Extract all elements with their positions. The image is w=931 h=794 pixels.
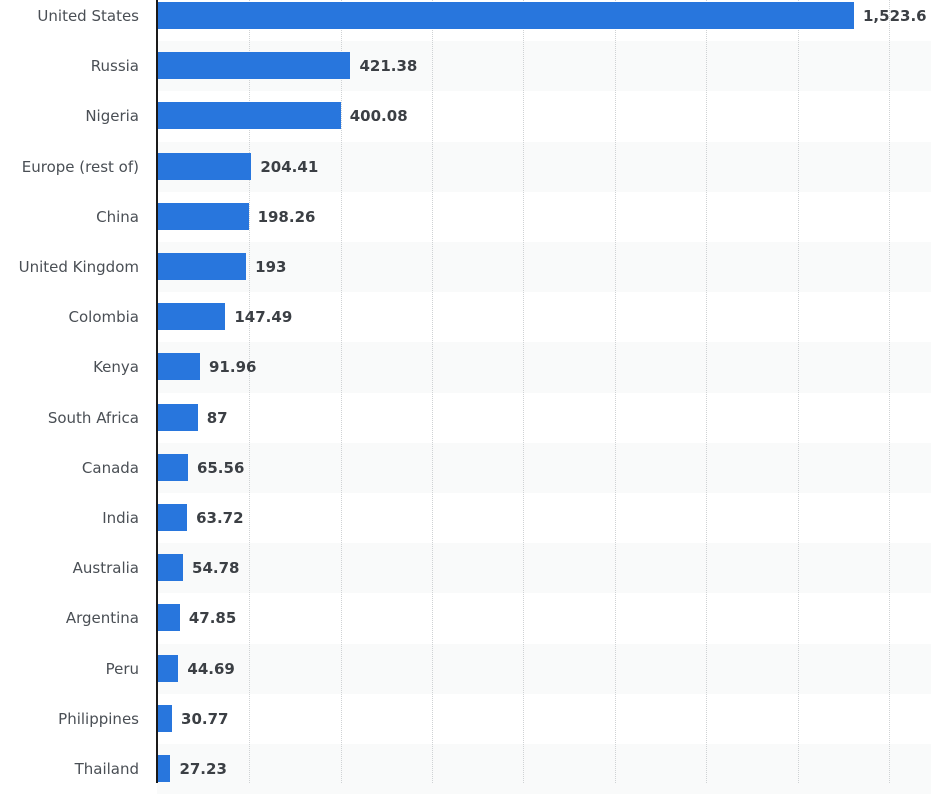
value-label: 63.72 [196, 509, 244, 527]
row-background [157, 643, 931, 694]
value-label: 65.56 [196, 458, 245, 477]
gridline [889, 0, 890, 783]
category-label: Philippines [58, 709, 139, 728]
bar[interactable] [158, 755, 171, 782]
row-background [157, 393, 931, 443]
category-label: Nigeria [85, 107, 139, 126]
value-label: 193 [255, 258, 287, 276]
row-background [157, 242, 931, 293]
bar[interactable] [158, 704, 173, 732]
bar[interactable] [158, 2, 854, 29]
row-background [157, 593, 931, 643]
row-background [157, 744, 931, 794]
category-label: South Africa [47, 408, 139, 427]
gridline [523, 0, 524, 783]
gridline [341, 0, 342, 783]
gridline [706, 0, 707, 783]
value-label: 400.08 [349, 107, 408, 126]
value-label: 87 [206, 408, 228, 427]
category-label: China [96, 207, 139, 226]
value-label: 91.96 [209, 358, 257, 377]
category-label: Kenya [93, 358, 139, 377]
row-background [157, 493, 931, 543]
bar[interactable] [158, 654, 179, 682]
gridline [798, 0, 799, 783]
bar[interactable] [158, 403, 198, 431]
gridline [249, 0, 250, 783]
category-label: Europe (rest of) [21, 157, 139, 176]
bar[interactable] [158, 303, 226, 331]
category-label: Russia [90, 57, 139, 76]
bar[interactable] [158, 102, 341, 130]
bar[interactable] [158, 504, 188, 531]
category-label: Argentina [65, 609, 139, 628]
row-background [157, 141, 931, 192]
value-label: 204.41 [260, 157, 319, 176]
value-label: 27.23 [179, 760, 227, 778]
bar[interactable] [158, 353, 200, 381]
category-label: Peru [105, 659, 139, 678]
bar[interactable] [158, 604, 180, 632]
y-axis-line [156, 0, 158, 783]
category-label: United Kingdom [18, 258, 139, 276]
value-label: 30.77 [181, 709, 229, 728]
bar[interactable] [158, 453, 188, 481]
category-label: Canada [81, 458, 139, 477]
category-label: Thailand [74, 760, 139, 778]
category-label: India [102, 509, 139, 527]
value-label: 147.49 [234, 308, 293, 327]
bar[interactable] [158, 554, 184, 582]
bar[interactable] [158, 202, 249, 230]
gridline [615, 0, 616, 783]
value-label: 1,523.6 [863, 7, 927, 25]
bar[interactable] [158, 52, 351, 80]
category-label: Colombia [68, 308, 140, 327]
bar[interactable] [158, 253, 247, 280]
bar[interactable] [158, 152, 252, 180]
row-background [157, 342, 931, 393]
row-background [157, 543, 931, 594]
category-label: Australia [72, 559, 139, 578]
value-label: 421.38 [359, 57, 418, 76]
row-background [157, 442, 931, 493]
value-label: 44.69 [187, 659, 235, 678]
value-label: 198.26 [257, 207, 316, 226]
row-background [157, 694, 931, 744]
category-label: United States [37, 7, 139, 25]
value-label: 54.78 [192, 559, 240, 578]
value-label: 47.85 [188, 609, 237, 628]
gridline [432, 0, 433, 783]
